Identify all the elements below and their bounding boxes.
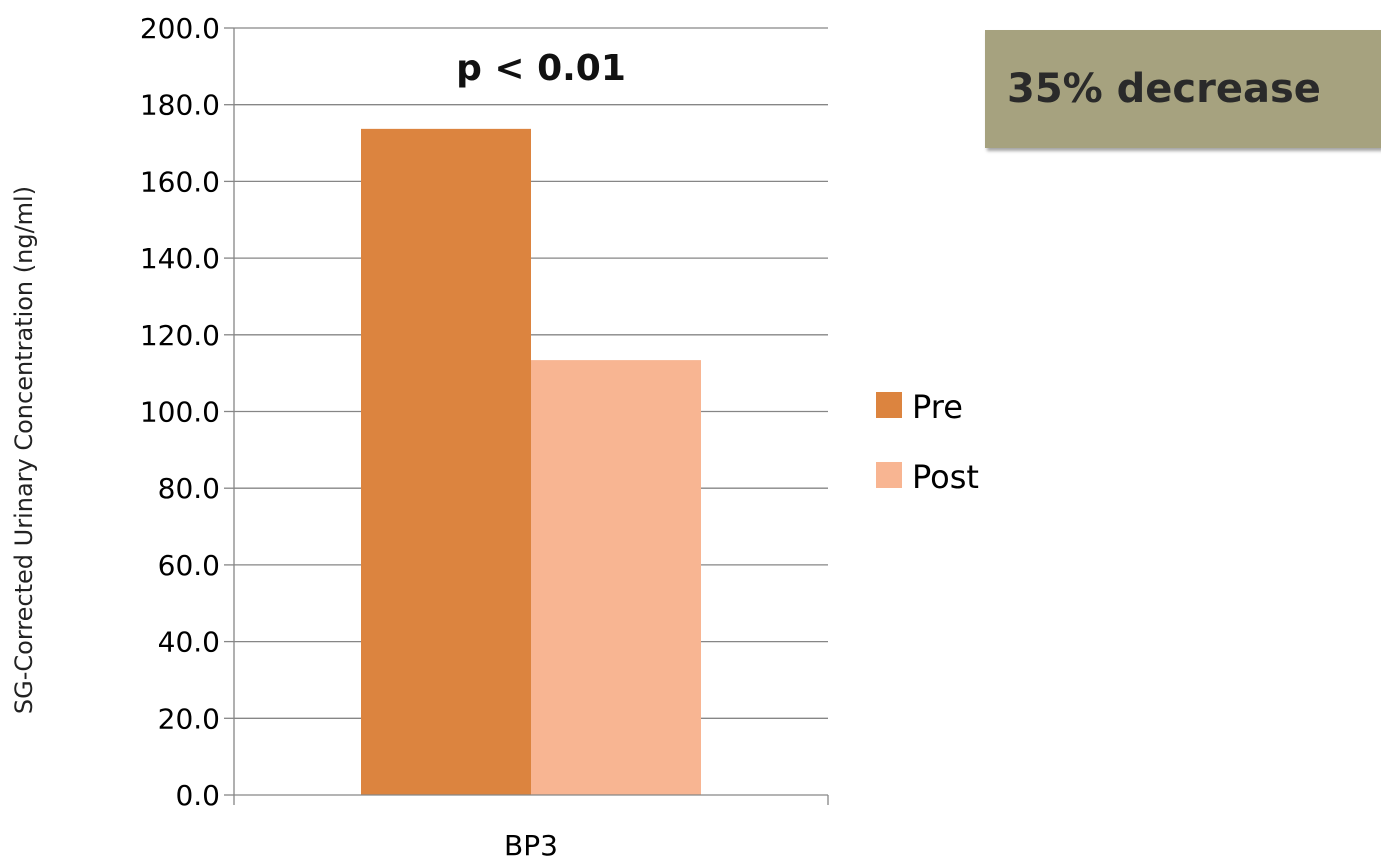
legend-label-pre: Pre [912,388,963,426]
y-axis-title: SG-Corrected Urinary Concentration (ng/m… [10,186,38,714]
y-tick-label: 200.0 [140,12,220,45]
y-tick-label: 180.0 [140,89,220,122]
legend-label-post: Post [912,458,979,496]
y-tick-label: 0.0 [175,779,220,812]
decrease-callout-text: 35% decrease [1007,66,1321,112]
decrease-callout: 35% decrease [985,30,1381,148]
y-tick-label: 140.0 [140,242,220,275]
y-tick-label: 100.0 [140,396,220,429]
bars [361,128,701,796]
x-tick-label: BP3 [504,829,558,862]
y-tick-label: 40.0 [158,626,220,659]
y-tick-label: 20.0 [158,702,220,735]
x-tick-labels: BP3 [504,829,558,862]
y-tick-label: 60.0 [158,549,220,582]
axes [233,28,829,805]
bar-pre-bp3 [361,128,531,796]
legend-swatch-pre [876,392,902,418]
bar-post-bp3 [531,360,701,795]
significance-annotation: p < 0.01 [456,48,626,89]
legend-swatch-post [876,462,902,488]
y-tick-labels: 0.0 20.0 40.0 60.0 80.0 100.0 120.0 140.0 160.0 1… [140,12,220,812]
y-tick-label: 160.0 [140,165,220,198]
legend: Pre Post [876,388,979,496]
y-tick-label: 120.0 [140,319,220,352]
y-tick-label: 80.0 [158,472,220,505]
